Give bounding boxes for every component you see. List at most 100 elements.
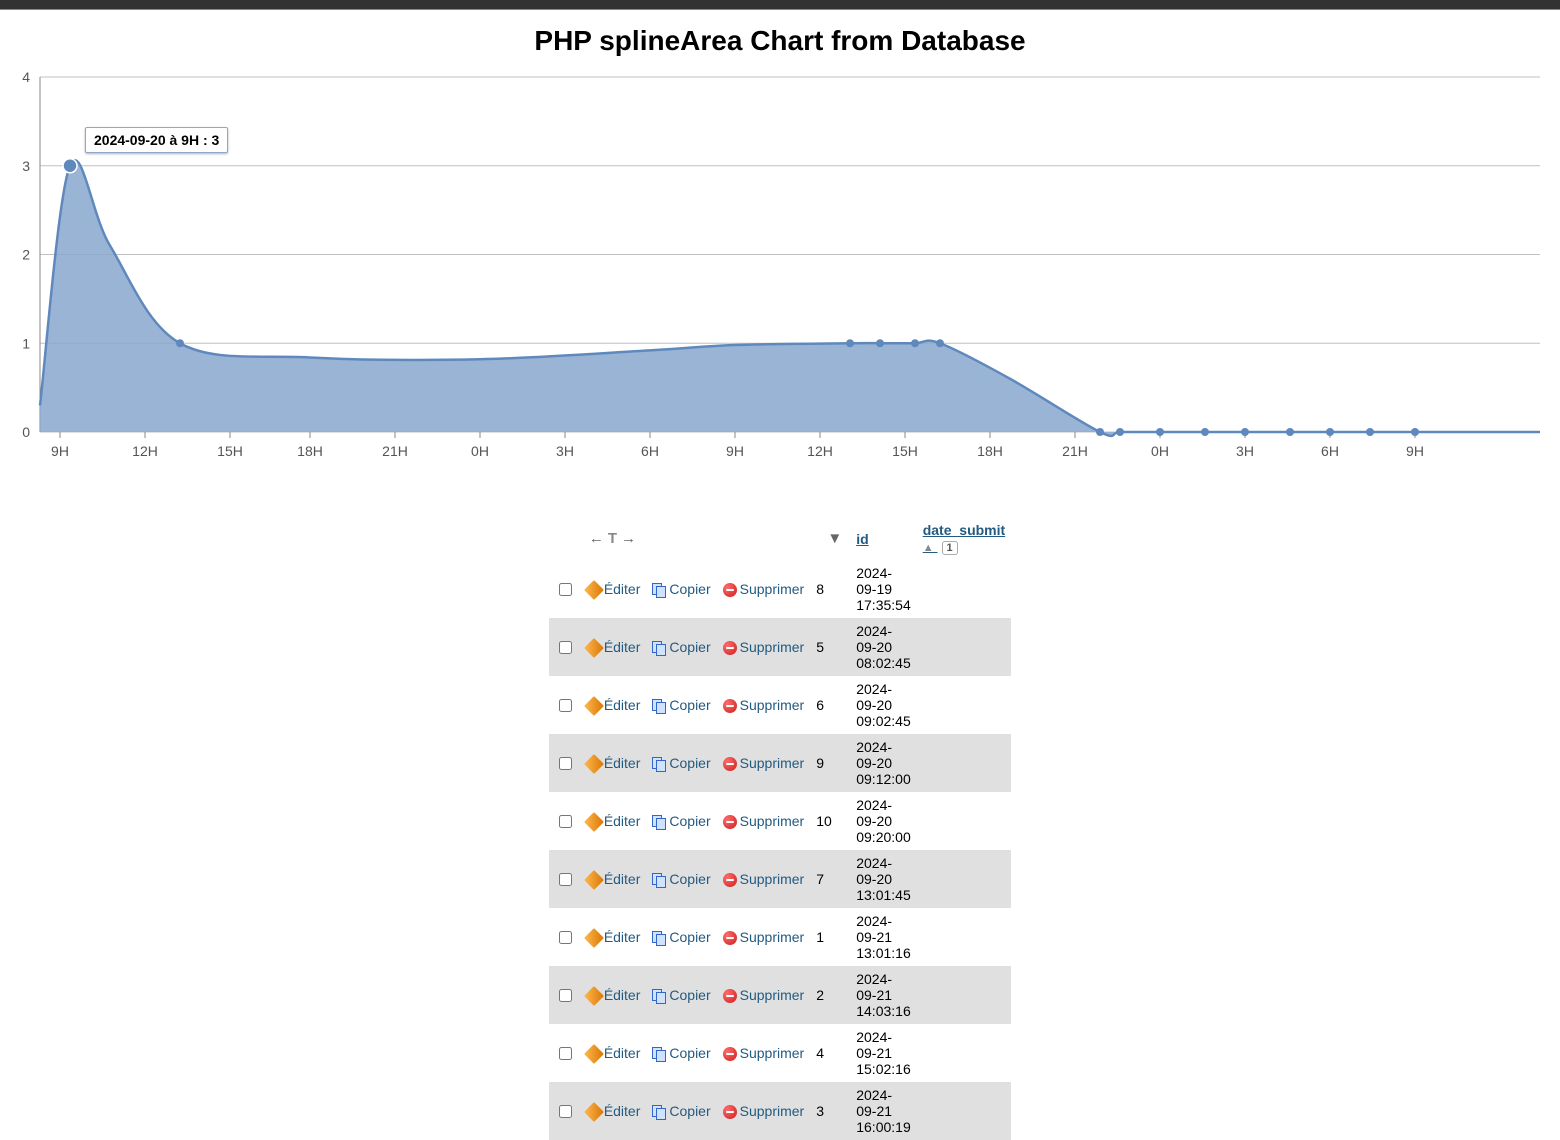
header-date-submit[interactable]: date_submit ▲ 1	[917, 517, 1011, 560]
header-id[interactable]: id	[850, 517, 916, 560]
header-id-label: id	[856, 531, 868, 547]
delete-cell: Supprimer	[717, 908, 811, 966]
edit-cell: Éditer	[581, 966, 647, 1024]
spline-area-chart[interactable]: 012349H12H15H18H21H0H3H6H9H12H15H18H21H0…	[10, 67, 1550, 487]
row-checkbox[interactable]	[559, 641, 572, 654]
copy-link[interactable]: Copier	[669, 871, 710, 887]
header-toolbar: ←T→	[581, 517, 810, 560]
svg-text:6H: 6H	[641, 443, 659, 459]
edit-link[interactable]: Éditer	[604, 1103, 641, 1119]
svg-text:1: 1	[22, 335, 30, 351]
pencil-icon	[584, 928, 604, 948]
id-cell: 1	[810, 908, 850, 966]
row-checkbox[interactable]	[559, 1105, 572, 1118]
row-checkbox[interactable]	[559, 989, 572, 1002]
table-row: ÉditerCopierSupprimer22024-09-21 14:03:1…	[549, 966, 1011, 1024]
delete-link[interactable]: Supprimer	[740, 697, 805, 713]
id-cell: 7	[810, 850, 850, 908]
edit-link[interactable]: Éditer	[604, 987, 641, 1003]
row-checkbox-cell	[549, 1082, 581, 1140]
copy-link[interactable]: Copier	[669, 929, 710, 945]
delete-cell: Supprimer	[717, 966, 811, 1024]
delete-link[interactable]: Supprimer	[740, 639, 805, 655]
edit-link[interactable]: Éditer	[604, 639, 641, 655]
row-checkbox[interactable]	[559, 757, 572, 770]
row-checkbox[interactable]	[559, 699, 572, 712]
svg-text:2: 2	[22, 247, 30, 263]
copy-icon	[652, 1047, 666, 1061]
edit-link[interactable]: Éditer	[604, 755, 641, 771]
svg-text:18H: 18H	[977, 443, 1003, 459]
delete-cell: Supprimer	[717, 1024, 811, 1082]
copy-link[interactable]: Copier	[669, 639, 710, 655]
chart-tooltip: 2024-09-20 à 9H : 3	[85, 127, 228, 153]
copy-link[interactable]: Copier	[669, 987, 710, 1003]
row-checkbox[interactable]	[559, 815, 572, 828]
table-body: ÉditerCopierSupprimer82024-09-19 17:35:5…	[549, 560, 1011, 1140]
copy-cell: Copier	[646, 1024, 716, 1082]
spacer-cell	[917, 850, 1011, 908]
date-cell: 2024-09-20 09:20:00	[850, 792, 916, 850]
table-row: ÉditerCopierSupprimer82024-09-19 17:35:5…	[549, 560, 1011, 618]
delete-link[interactable]: Supprimer	[740, 1045, 805, 1061]
row-checkbox-cell	[549, 560, 581, 618]
toolbar-text-icon[interactable]: T	[606, 530, 619, 547]
copy-link[interactable]: Copier	[669, 813, 710, 829]
svg-text:9H: 9H	[726, 443, 744, 459]
edit-link[interactable]: Éditer	[604, 581, 641, 597]
edit-link[interactable]: Éditer	[604, 929, 641, 945]
edit-link[interactable]: Éditer	[604, 697, 641, 713]
table-row: ÉditerCopierSupprimer12024-09-21 13:01:1…	[549, 908, 1011, 966]
delete-link[interactable]: Supprimer	[740, 581, 805, 597]
copy-icon	[652, 583, 666, 597]
header-dropdown[interactable]: ▼	[810, 517, 850, 560]
delete-link[interactable]: Supprimer	[740, 813, 805, 829]
row-checkbox[interactable]	[559, 873, 572, 886]
row-checkbox[interactable]	[559, 1047, 572, 1060]
copy-link[interactable]: Copier	[669, 755, 710, 771]
edit-link[interactable]: Éditer	[604, 1045, 641, 1061]
copy-link[interactable]: Copier	[669, 1045, 710, 1061]
row-checkbox[interactable]	[559, 931, 572, 944]
svg-text:3H: 3H	[1236, 443, 1254, 459]
delete-link[interactable]: Supprimer	[740, 871, 805, 887]
row-checkbox-cell	[549, 676, 581, 734]
delete-cell: Supprimer	[717, 618, 811, 676]
svg-text:3: 3	[22, 158, 30, 174]
row-checkbox-cell	[549, 908, 581, 966]
id-cell: 3	[810, 1082, 850, 1140]
edit-link[interactable]: Éditer	[604, 813, 641, 829]
edit-link[interactable]: Éditer	[604, 871, 641, 887]
svg-text:9H: 9H	[51, 443, 69, 459]
svg-text:12H: 12H	[132, 443, 158, 459]
svg-text:21H: 21H	[382, 443, 408, 459]
pencil-icon	[584, 1044, 604, 1064]
copy-link[interactable]: Copier	[669, 697, 710, 713]
copy-link[interactable]: Copier	[669, 1103, 710, 1119]
id-cell: 6	[810, 676, 850, 734]
copy-icon	[652, 815, 666, 829]
edit-cell: Éditer	[581, 850, 647, 908]
date-cell: 2024-09-20 09:12:00	[850, 734, 916, 792]
id-cell: 10	[810, 792, 850, 850]
svg-text:15H: 15H	[217, 443, 243, 459]
pencil-icon	[584, 870, 604, 890]
sort-order-badge: 1	[942, 541, 958, 555]
svg-text:21H: 21H	[1062, 443, 1088, 459]
row-checkbox-cell	[549, 850, 581, 908]
delete-link[interactable]: Supprimer	[740, 755, 805, 771]
delete-link[interactable]: Supprimer	[740, 1103, 805, 1119]
copy-cell: Copier	[646, 966, 716, 1024]
svg-text:0: 0	[22, 424, 30, 440]
delete-link[interactable]: Supprimer	[740, 929, 805, 945]
toolbar-left-arrow-icon[interactable]: ←	[587, 530, 606, 547]
copy-link[interactable]: Copier	[669, 581, 710, 597]
spacer-cell	[917, 676, 1011, 734]
delete-link[interactable]: Supprimer	[740, 987, 805, 1003]
row-checkbox[interactable]	[559, 583, 572, 596]
delete-icon	[723, 1047, 737, 1061]
delete-cell: Supprimer	[717, 1082, 811, 1140]
toolbar-right-arrow-icon[interactable]: →	[619, 530, 638, 547]
edit-cell: Éditer	[581, 1024, 647, 1082]
row-checkbox-cell	[549, 734, 581, 792]
